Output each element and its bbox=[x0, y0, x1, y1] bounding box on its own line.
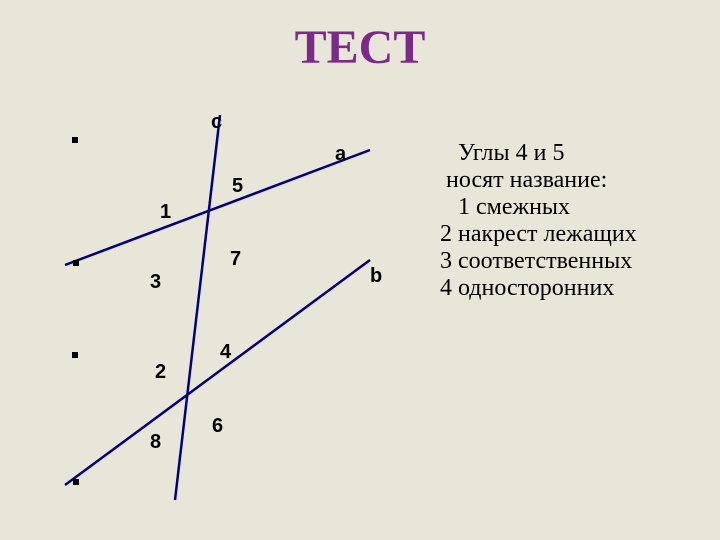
angle-label-7: 7 bbox=[230, 248, 241, 270]
angle-label-5: 5 bbox=[232, 175, 243, 197]
line-label-c: c bbox=[211, 111, 222, 133]
bullet-icon-2 bbox=[72, 137, 78, 143]
line-label-a: a bbox=[335, 143, 347, 165]
angle-label-4: 4 bbox=[220, 341, 232, 363]
bullet-icon-0 bbox=[73, 260, 79, 266]
line-c bbox=[175, 115, 220, 500]
angle-label-1: 1 bbox=[160, 201, 171, 223]
angle-label-6: 6 bbox=[212, 415, 223, 437]
line-label-b: b bbox=[370, 265, 382, 287]
angle-label-2: 2 bbox=[155, 361, 166, 383]
line-b bbox=[65, 260, 370, 485]
angle-label-8: 8 bbox=[150, 431, 161, 453]
diagram-svg: c a b 1 2 3 4 5 6 7 8 bbox=[0, 0, 720, 540]
line-a bbox=[65, 150, 370, 265]
angle-label-3: 3 bbox=[150, 271, 161, 293]
bullet-icon-3 bbox=[72, 352, 78, 358]
bullet-icon-1 bbox=[73, 479, 79, 485]
